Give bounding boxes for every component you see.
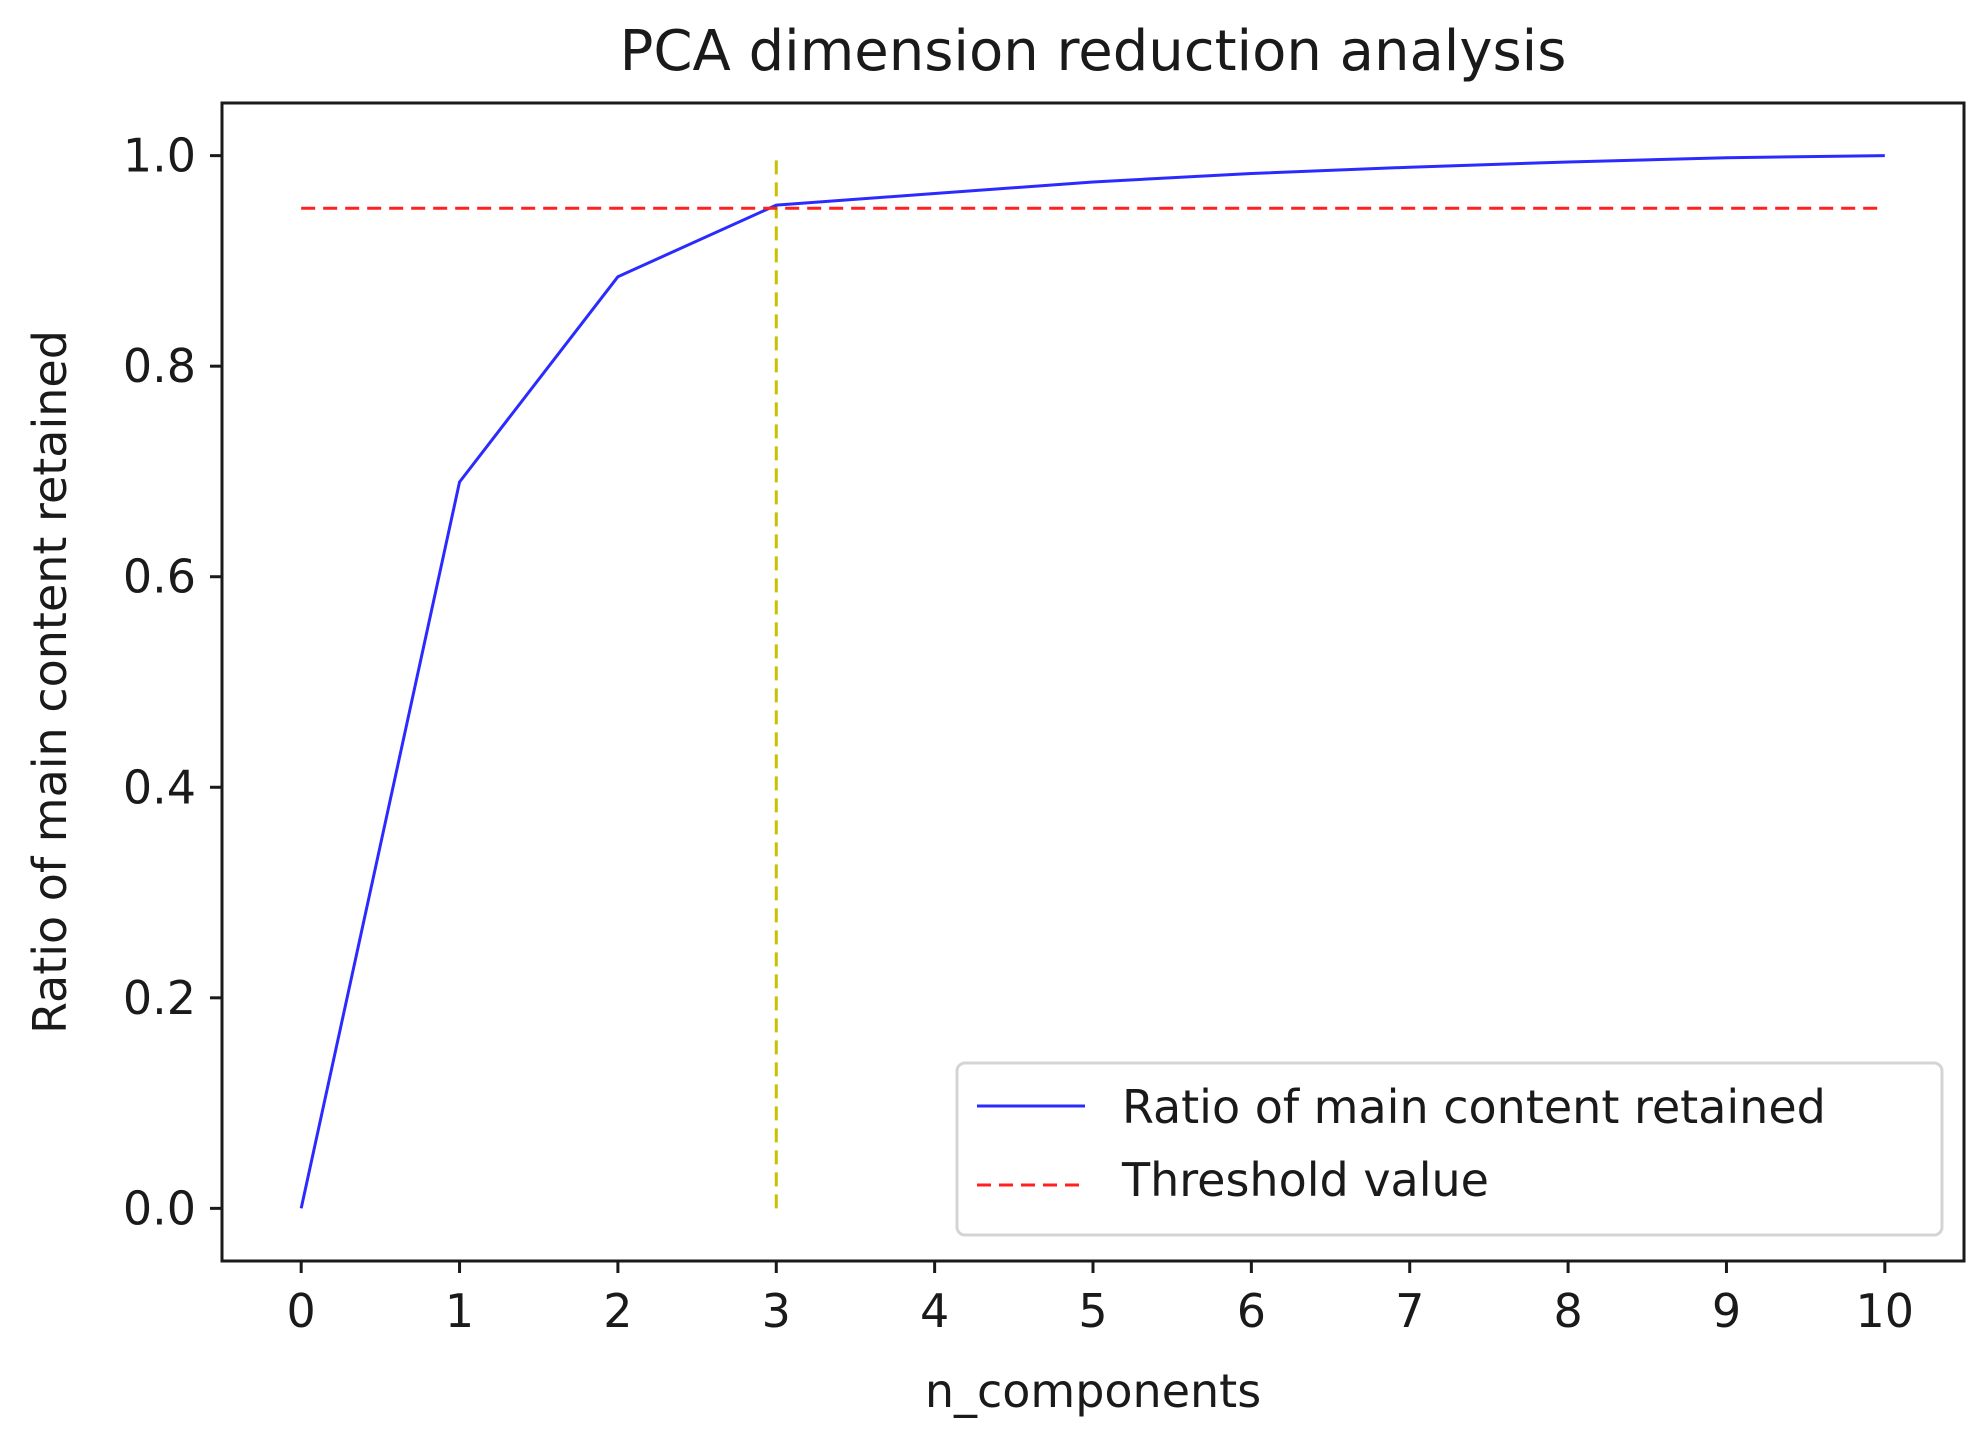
x-tick-label: 8 (1553, 1284, 1582, 1338)
y-tick-label: 0.6 (123, 550, 196, 604)
y-tick-label: 0.4 (123, 760, 196, 814)
x-axis: 0 1 2 3 4 5 6 7 8 9 10 (287, 1261, 1915, 1338)
y-tick-label: 1.0 (123, 129, 196, 183)
x-tick-label: 5 (1078, 1284, 1107, 1338)
series-layer (299, 154, 1885, 1209)
legend: Ratio of main content retained Threshold… (955, 1061, 1944, 1237)
x-tick-label: 6 (1237, 1284, 1266, 1338)
series-line-ratio (299, 154, 1885, 1209)
x-tick-label: 4 (920, 1284, 949, 1338)
chart-title: PCA dimension reduction analysis (620, 19, 1567, 84)
x-tick-label: 7 (1395, 1284, 1424, 1338)
y-tick-label: 0.8 (123, 339, 196, 393)
y-axis-label: Ratio of main content retained (23, 330, 77, 1034)
x-tick-label: 0 (287, 1284, 316, 1338)
y-tick-label: 0.2 (123, 971, 196, 1025)
x-tick-label: 9 (1712, 1284, 1741, 1338)
legend-frame (955, 1061, 1944, 1237)
x-tick-label: 1 (445, 1284, 474, 1338)
x-tick-label: 3 (762, 1284, 791, 1338)
y-tick-label: 0.0 (123, 1181, 196, 1235)
x-axis-label: n_components (925, 1364, 1261, 1418)
legend-label-ratio: Ratio of main content retained (1122, 1080, 1826, 1134)
x-tick-label: 2 (603, 1284, 632, 1338)
y-axis: 0.0 0.2 0.4 0.6 0.8 1.0 (123, 129, 222, 1235)
plot-area: 0 1 2 3 4 5 6 7 8 9 10 0.0 0.2 0.4 0.6 0.8 1.0 (123, 101, 1966, 1338)
x-tick-label: 10 (1856, 1284, 1915, 1338)
legend-label-threshold: Threshold value (1121, 1153, 1489, 1207)
